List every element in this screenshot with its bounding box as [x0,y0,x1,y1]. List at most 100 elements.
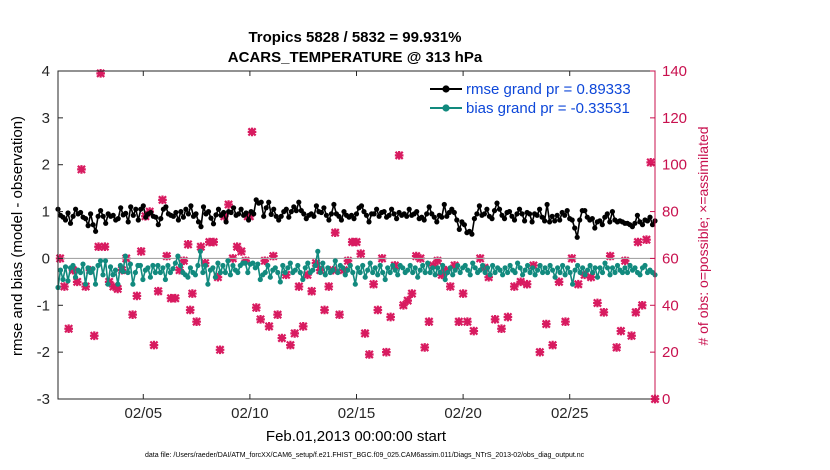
bias-point-208 [575,262,581,269]
rmse-point-126 [371,211,377,217]
bias-point-104 [315,248,321,254]
rmse-point-91 [283,206,289,212]
bias-point-188 [525,262,531,269]
bias-point-69 [227,272,233,278]
rmse-point-11 [83,216,89,222]
rmse-point-121 [358,203,365,209]
rmse-point-197 [549,213,555,219]
rmse-point-147 [424,211,430,217]
rmse-point-28 [125,219,131,225]
obs-marker-84 [399,300,408,310]
rmse-point-84 [266,199,272,205]
obs-marker-74 [356,249,366,259]
bias-point-106 [320,260,326,266]
chart-title-line1: Tropics 5828 / 5832 = 99.931% [248,29,461,46]
obs-layer [55,68,660,404]
bias-point-52 [185,274,191,280]
bias-point-31 [132,269,138,276]
rmse-point-236 [647,214,653,220]
obs-marker-54 [273,310,282,320]
bias-point-145 [417,267,423,273]
rmse-point-55 [193,211,199,217]
bias-point-206 [570,281,576,287]
rmse-point-196 [547,219,553,225]
bias-point-211 [582,272,588,278]
bias-point-166 [470,260,476,266]
bias-point-34 [140,276,146,283]
obs-marker-90 [424,317,434,327]
rmse-point-108 [326,217,332,223]
rmse-point-171 [484,206,490,212]
bias-point-154 [440,262,446,269]
rmse-point-237 [649,222,656,228]
rmse-point-162 [461,222,467,228]
rmse-point-195 [544,201,550,208]
bias-point-233 [637,272,643,278]
bias-point-130 [380,269,386,276]
bias-point-163 [462,262,468,269]
bias-point-128 [375,272,381,278]
obs-marker-1 [60,282,69,291]
bias-point-151 [432,272,438,278]
rmse-point-30 [130,212,136,218]
bias-point-70 [230,262,236,269]
bias-point-10 [80,261,86,267]
bias-point-123 [362,274,368,280]
bias-point-4 [65,278,71,284]
rmse-point-48 [175,217,181,223]
bias-point-90 [280,262,286,269]
rmse-point-58 [200,204,207,210]
bias-point-194 [540,269,546,276]
bias-point-11 [82,281,89,287]
rmse-point-173 [489,216,495,222]
obs-marker-78 [373,305,383,315]
bias-point-38 [150,262,156,269]
rmse-point-203 [564,208,570,214]
bias-point-72 [235,269,241,276]
y-left-tick-label-2: -1 [37,297,50,314]
obs-marker-22 [149,340,159,350]
bias-point-197 [547,262,553,269]
rmse-point-198 [552,218,558,224]
rmse-point-134 [391,211,397,217]
rmse-point-73 [238,206,244,212]
rmse-point-13 [88,211,94,217]
bias-point-144 [415,274,421,280]
rmse-point-63 [213,212,219,218]
rmse-point-216 [597,218,603,224]
obs-marker-85 [403,296,413,305]
rmse-point-193 [539,214,545,220]
obs-marker-57 [286,340,295,350]
rmse-point-194 [542,218,548,224]
rmse-point-14 [90,222,96,228]
rmse-point-233 [639,222,646,228]
rmse-point-200 [557,217,563,223]
y-left-axis-label: rmse and bias (model - observation) [9,116,26,356]
bias-point-170 [480,262,486,269]
rmse-point-221 [609,209,616,215]
bias-point-102 [310,267,316,273]
rmse-point-154 [441,201,447,208]
bias-point-9 [77,269,84,276]
bias-point-148 [425,260,431,266]
bias-point-156 [445,269,451,276]
obs-marker-34 [196,242,206,252]
rmse-point-61 [208,215,214,221]
rmse-point-158 [451,209,457,216]
bias-point-85 [267,274,273,280]
y-left-axis-ticks: -3 -2 -1 0 1 2 3 4 [37,63,63,408]
bias-point-57 [197,248,203,254]
bias-point-112 [335,269,341,276]
rmse-point-3 [62,217,69,223]
bias-point-140 [405,267,411,273]
obs-marker-68 [330,228,340,238]
obs-marker-114 [554,277,564,287]
rmse-point-112 [336,213,342,219]
plot-area [58,71,655,399]
obs-marker-65 [320,305,329,315]
rmse-point-113 [338,217,344,223]
y-right-tick-label-4: 80 [662,204,679,221]
rmse-point-67 [223,219,229,225]
rmse-point-168 [476,203,482,209]
bias-point-115 [342,272,348,278]
